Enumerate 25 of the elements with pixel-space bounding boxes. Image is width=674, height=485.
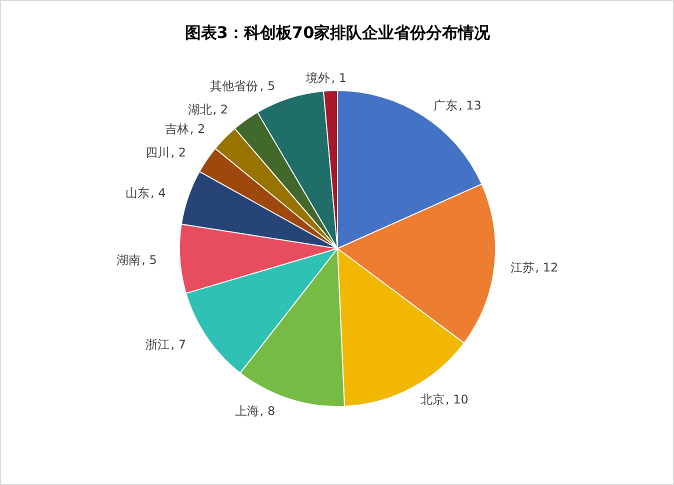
data-label: , 5: [142, 252, 157, 267]
data-label: , 13: [458, 98, 482, 112]
slice-label: 境外: [305, 71, 330, 86]
data-label: , 10: [445, 392, 468, 406]
slice-label: 四川: [146, 146, 170, 160]
slice-label: 山东: [126, 186, 150, 200]
slice-label: 江苏: [510, 260, 534, 274]
data-label: , 7: [170, 337, 186, 352]
data-label: , 5: [260, 78, 276, 93]
slice-label: 吉林: [164, 122, 189, 136]
data-label: , 4: [150, 186, 166, 200]
data-label: , 2: [190, 122, 206, 136]
slice-label: 湖北: [188, 102, 212, 117]
slice-label: 北京: [420, 392, 444, 406]
data-label: , 2: [170, 146, 186, 160]
data-label: , 12: [535, 260, 558, 274]
data-label: , 2: [212, 102, 228, 117]
slice-label: 湖南: [116, 252, 141, 267]
slice-label: 上海: [234, 404, 259, 418]
slice-label: 浙江: [146, 337, 170, 352]
chart-title: 图表3：科创板70家排队企业省份分布情况: [184, 23, 492, 42]
slice-label: 广东: [433, 98, 458, 112]
data-label: , 8: [260, 404, 276, 418]
slice-label: 其他省份: [210, 78, 258, 93]
data-label: , 1: [331, 71, 346, 86]
